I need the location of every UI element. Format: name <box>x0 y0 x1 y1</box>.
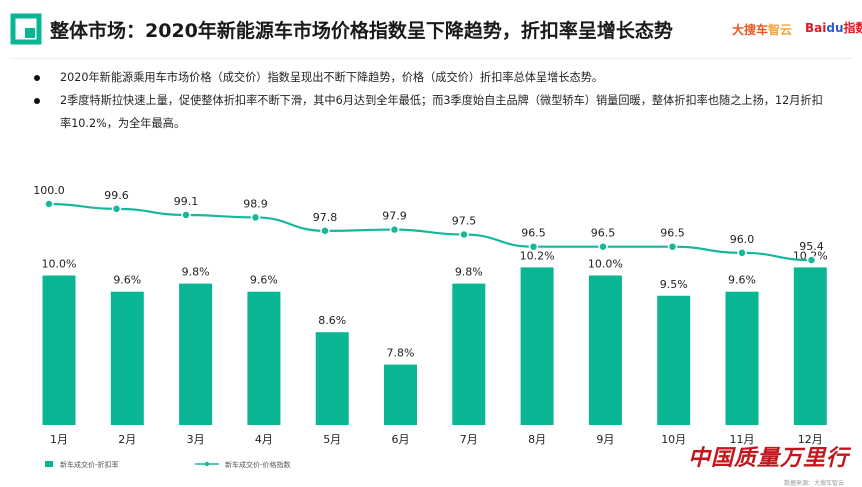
x-tick-label: 7月 <box>460 433 478 446</box>
line-data-label: 95.4 <box>799 240 824 253</box>
x-tick-label: 10月 <box>661 433 686 446</box>
price-index-point <box>667 241 678 252</box>
discount-rate-bar <box>793 267 827 425</box>
discount-rate-bar <box>725 291 759 425</box>
price-index-point <box>181 210 191 220</box>
baidu-index-logo: Baidu指数 <box>805 21 862 35</box>
legend-bar-swatch <box>45 461 53 467</box>
x-tick-label: 11月 <box>730 433 755 446</box>
bar-data-label: 9.8% <box>455 266 483 279</box>
price-index-line <box>48 202 812 262</box>
bar-data-label: 9.6% <box>113 274 141 287</box>
discount-rate-bar <box>42 275 76 425</box>
price-index-point <box>389 224 400 235</box>
discount-rate-bar <box>110 291 144 425</box>
bullet-item: 2020年新能源乘用车市场价格（成交价）指数呈现出不断下降趋势，价格（成交价）折… <box>34 66 824 89</box>
discount-rate-bar <box>315 332 349 425</box>
line-data-label: 96.5 <box>591 227 616 240</box>
x-tick-label: 12月 <box>798 433 823 446</box>
bar-data-label: 9.6% <box>728 274 756 287</box>
x-tick-label: 4月 <box>255 433 273 446</box>
legend-bar-label: 新车成交价-折扣率 <box>60 460 119 469</box>
line-data-label: 96.0 <box>730 233 755 246</box>
line-data-label: 96.5 <box>660 227 685 240</box>
discount-rate-bar <box>179 283 213 425</box>
x-tick-label: 9月 <box>596 433 614 446</box>
line-data-label: 97.9 <box>382 210 407 223</box>
bullet-text: 2季度特斯拉快速上量，促使整体折扣率不断下滑，其中6月达到全年最低；而3季度始自… <box>60 94 823 130</box>
bullet-dot-icon <box>34 98 40 104</box>
bullet-text: 2020年新能源乘用车市场价格（成交价）指数呈现出不断下降趋势，价格（成交价）折… <box>60 71 604 84</box>
x-tick-label: 5月 <box>323 433 341 446</box>
x-tick-label: 6月 <box>392 433 410 446</box>
bullet-item: 2季度特斯拉快速上量，促使整体折扣率不断下滑，其中6月达到全年最低；而3季度始自… <box>34 89 824 135</box>
line-data-label: 98.9 <box>243 197 268 210</box>
x-tick-label: 8月 <box>528 433 546 446</box>
combo-chart: 10.0% 1月 9.6% 2月 9.8% 3月 9.6% 4月 8.6% 5月 7.8% 6月 9.8… <box>33 184 828 469</box>
discount-rate-bar <box>520 267 554 425</box>
discount-rate-bar <box>384 364 417 425</box>
bar-data-label: 10.0% <box>42 258 77 271</box>
price-index-point <box>598 241 608 252</box>
discount-rate-bar <box>588 275 622 425</box>
line-data-label: 97.5 <box>452 215 477 228</box>
bar-data-label: 9.6% <box>250 274 278 287</box>
price-index-point <box>320 226 330 236</box>
sohu-brand-logo: 大搜车智云 <box>732 23 793 37</box>
price-index-point <box>806 255 817 265</box>
bar-data-label: 10.2% <box>520 249 555 262</box>
bar-data-label: 9.8% <box>182 266 210 279</box>
header: 整体市场：2020年新能源车市场价格指数呈下降趋势，折扣率呈增长态势 大搜车智云… <box>0 0 862 60</box>
logo-mark-icon <box>10 13 42 45</box>
bar-data-label: 8.6% <box>318 314 346 327</box>
header-divider <box>10 58 852 59</box>
x-tick-label: 1月 <box>50 433 68 446</box>
price-index-point <box>737 248 747 258</box>
watermark: 中国质量万里行 <box>688 445 850 471</box>
line-data-label: 97.8 <box>313 211 338 224</box>
price-index-point <box>44 199 54 209</box>
price-index-point <box>459 229 469 240</box>
price-index-point <box>111 204 122 214</box>
bar-data-label: 9.5% <box>660 278 688 291</box>
data-source-note: 数据来源：大搜车智云 <box>784 480 845 487</box>
x-tick-label: 2月 <box>118 433 136 446</box>
line-data-label: 99.6 <box>104 189 129 202</box>
price-index-point <box>528 241 539 252</box>
legend-line-marker <box>204 461 210 467</box>
line-data-label: 100.0 <box>33 184 65 197</box>
bar-data-label: 10.0% <box>588 258 623 271</box>
bullet-dot-icon <box>34 75 40 81</box>
legend-line-label: 新车成交价-价格指数 <box>225 460 291 469</box>
line-data-label: 99.1 <box>174 195 199 208</box>
page-title: 整体市场：2020年新能源车市场价格指数呈下降趋势，折扣率呈增长态势 <box>50 20 673 42</box>
x-tick-label: 3月 <box>187 433 205 446</box>
discount-rate-bar <box>247 291 281 425</box>
line-data-label: 96.5 <box>521 227 546 240</box>
summary-bullets: 2020年新能源乘用车市场价格（成交价）指数呈现出不断下降趋势，价格（成交价）折… <box>34 66 824 135</box>
discount-rate-bar <box>452 283 486 425</box>
price-index-point <box>250 212 261 223</box>
discount-rate-bar <box>657 295 691 425</box>
bar-data-label: 7.8% <box>387 347 415 360</box>
